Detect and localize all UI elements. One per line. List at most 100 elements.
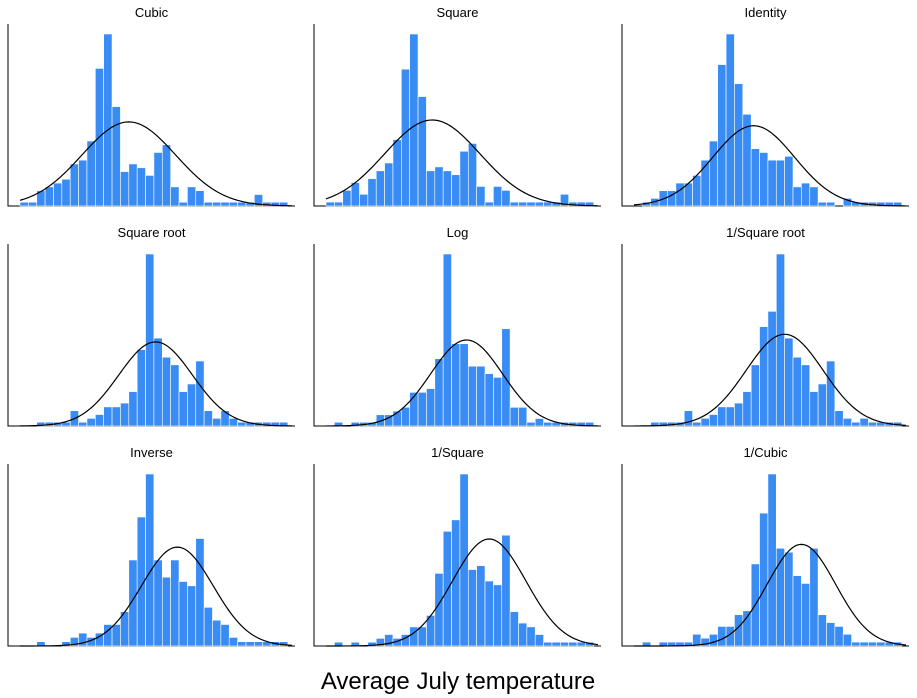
histogram-bar [442, 531, 452, 647]
histogram-bar [178, 391, 188, 427]
histogram-bar [187, 186, 197, 207]
histogram-bar [734, 83, 744, 207]
histogram-bar [484, 373, 494, 427]
histogram-bar [742, 391, 752, 427]
histogram-bar [195, 190, 205, 207]
histogram-bar [28, 201, 38, 207]
histogram-bar [493, 584, 503, 647]
histogram-bar [509, 201, 519, 207]
histogram-bar [384, 162, 394, 207]
histogram-bar [69, 163, 79, 207]
histogram-bar [692, 421, 702, 427]
histogram-bar [417, 96, 427, 207]
histogram-bar [359, 193, 369, 207]
histogram-bar [784, 156, 794, 207]
histogram-bar [187, 383, 197, 427]
histogram-bar [417, 626, 427, 647]
histogram-bar [178, 581, 188, 647]
panel-3: Identity [621, 5, 909, 207]
histogram-bar [237, 201, 247, 207]
histogram-bar [467, 569, 477, 647]
histogram-bar [826, 360, 836, 427]
histogram-bar [759, 512, 769, 647]
histogram-bar [228, 418, 238, 427]
histogram-bar [367, 178, 377, 207]
histogram-bar [484, 201, 494, 207]
histogram-bar [509, 406, 519, 427]
histogram-bar [19, 201, 29, 207]
histogram-bar [86, 140, 96, 207]
histogram-bar [534, 634, 544, 647]
histogram-bar [501, 328, 511, 427]
histogram-bar [195, 538, 205, 647]
histogram-bar [220, 410, 230, 427]
histogram-bar [560, 193, 570, 207]
histogram-bar [401, 406, 410, 427]
histogram-bar [103, 406, 113, 427]
histogram-bar [775, 547, 785, 647]
panel-7: Inverse [7, 445, 295, 647]
histogram-bar [237, 641, 247, 647]
histogram-bar [501, 534, 511, 647]
histogram-bar [212, 201, 222, 207]
panel-4: Square root [7, 225, 295, 427]
histogram-bar [851, 421, 861, 427]
histogram-bar [103, 33, 113, 207]
histogram-bar [145, 473, 155, 647]
histogram-bar [518, 406, 528, 427]
histogram-bar [203, 201, 213, 207]
histogram-bar [78, 421, 88, 427]
normal-curve [633, 125, 907, 207]
histogram-bar [709, 414, 718, 427]
panel-title: Inverse [130, 445, 173, 460]
panel-1: Cubic [7, 5, 295, 207]
histogram-bar [442, 253, 452, 427]
histogram-bar [459, 150, 469, 207]
histogram-bar [53, 182, 63, 207]
histogram-bar [128, 163, 138, 207]
histogram-bar [809, 391, 819, 427]
histogram-bar [467, 143, 477, 207]
histogram-bar [750, 148, 760, 207]
histogram-bar [476, 186, 486, 207]
histogram-bar [534, 201, 544, 207]
histogram-bar [842, 633, 852, 647]
histogram-bar [784, 337, 794, 427]
histogram-bar [543, 201, 553, 207]
histogram-bar [543, 641, 553, 647]
normal-curve [326, 538, 599, 647]
histogram-bar [518, 622, 528, 647]
panel-5: Log [313, 225, 601, 427]
histogram-bar [254, 194, 264, 207]
histogram-bar [709, 140, 718, 207]
histogram-bar [170, 186, 180, 207]
panel-6: 1/Square root [621, 225, 909, 427]
histogram-bar [401, 68, 410, 207]
histogram-bar [228, 201, 238, 207]
histogram-bar [203, 410, 213, 427]
panel-title: Identity [745, 5, 787, 20]
histogram-bar [434, 358, 444, 427]
histogram-bar [128, 559, 138, 647]
histogram-bar [111, 406, 121, 427]
histogram-bar [868, 421, 878, 427]
histogram-bar [195, 360, 205, 427]
histogram-bar [153, 559, 163, 647]
panel-title: Cubic [135, 5, 169, 20]
histogram-bar [709, 633, 718, 647]
histogram-bar [136, 349, 146, 427]
histogram-bar [212, 418, 222, 427]
histogram-bar [817, 201, 827, 207]
histogram-bar [493, 377, 503, 427]
histogram-bar [442, 170, 452, 207]
normal-curve [19, 341, 293, 427]
histogram-bar [725, 33, 735, 207]
histogram-bar [111, 624, 121, 647]
histogram-bar [859, 418, 869, 427]
histogram-bar [876, 641, 886, 647]
histogram-bar [145, 175, 155, 207]
histogram-bar [767, 159, 777, 207]
histogram-bar [568, 641, 578, 647]
histogram-bar [170, 364, 180, 427]
